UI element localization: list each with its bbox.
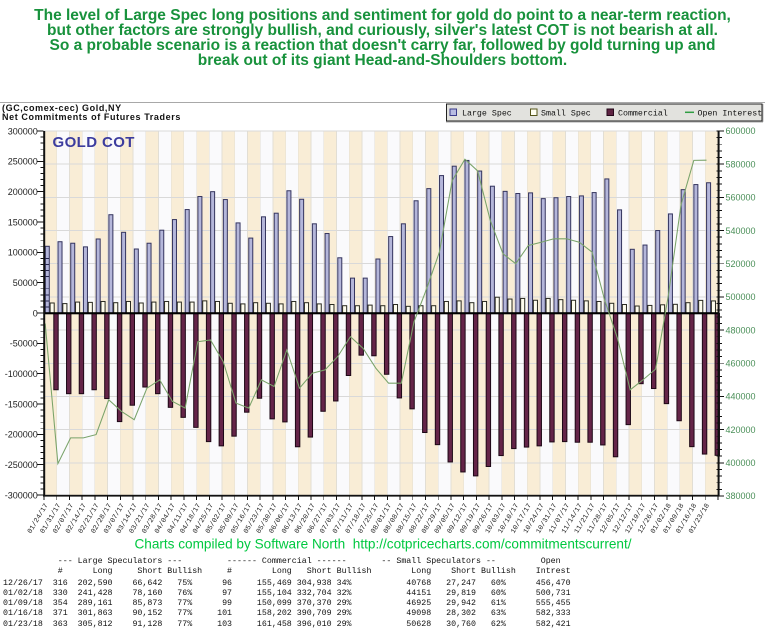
svg-text:-100000: -100000: [5, 369, 38, 379]
svg-text:540000: 540000: [726, 226, 756, 236]
svg-text:Large Spec: Large Spec: [462, 110, 512, 119]
svg-text:0: 0: [33, 308, 38, 318]
svg-text:-200000: -200000: [5, 430, 38, 440]
svg-text:50000: 50000: [13, 278, 38, 288]
svg-text:-300000: -300000: [5, 490, 38, 500]
svg-text:-250000: -250000: [5, 460, 38, 470]
svg-text:Commercial: Commercial: [618, 109, 668, 119]
svg-text:200000: 200000: [8, 187, 38, 197]
svg-text:150000: 150000: [8, 217, 38, 227]
svg-text:580000: 580000: [726, 159, 756, 169]
svg-text:440000: 440000: [726, 392, 756, 402]
svg-text:560000: 560000: [726, 193, 756, 203]
svg-text:380000: 380000: [726, 491, 756, 501]
svg-text:100000: 100000: [8, 248, 38, 258]
svg-text:250000: 250000: [8, 157, 38, 167]
svg-text:420000: 420000: [726, 425, 756, 435]
svg-text:480000: 480000: [726, 325, 756, 335]
svg-text:Charts compiled by Software No: Charts compiled by Software North http:/…: [134, 537, 631, 552]
svg-text:460000: 460000: [726, 358, 756, 368]
svg-text:400000: 400000: [726, 458, 756, 468]
svg-text:GOLD COT: GOLD COT: [53, 134, 135, 151]
svg-text:-150000: -150000: [5, 399, 38, 409]
svg-text:520000: 520000: [726, 259, 756, 269]
svg-text:Open Interest: Open Interest: [698, 110, 763, 119]
svg-text:500000: 500000: [726, 292, 756, 302]
svg-text:Small Spec: Small Spec: [541, 109, 591, 119]
svg-text:600000: 600000: [726, 126, 756, 136]
svg-text:300000: 300000: [8, 126, 38, 136]
svg-text:-50000: -50000: [10, 339, 38, 349]
